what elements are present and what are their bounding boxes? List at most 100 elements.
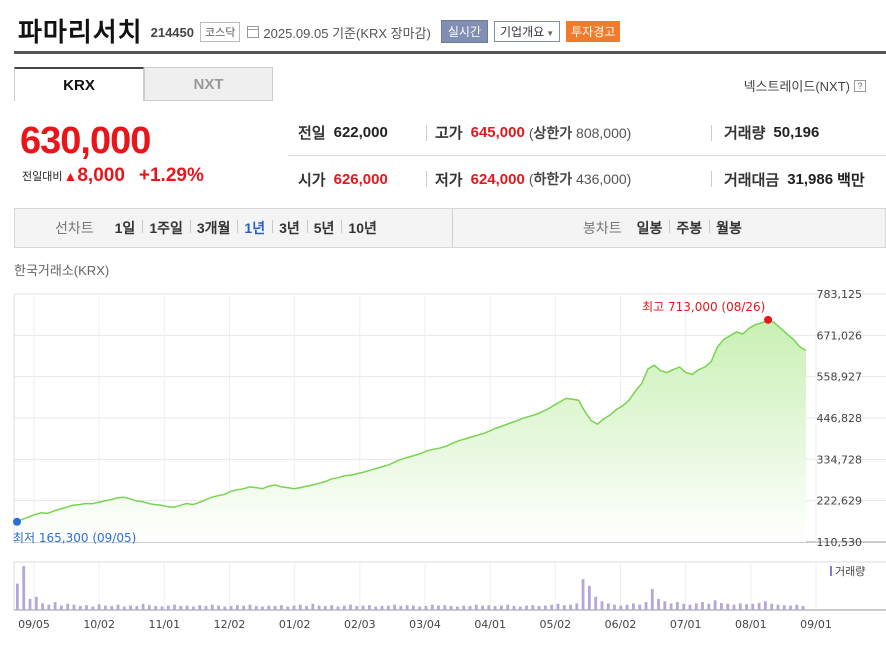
volume-bar — [374, 606, 378, 610]
volume-legend: 거래량 — [835, 565, 865, 578]
volume-bar — [204, 606, 208, 610]
period-1y[interactable]: 1년 — [237, 218, 272, 238]
volume-bar — [16, 583, 19, 610]
volume-bar — [594, 596, 598, 610]
day-low: 저가 624,000 (하한가 436,000) — [435, 170, 632, 189]
volume-bar — [569, 604, 572, 610]
volume-bar — [676, 602, 679, 610]
tab-nxt[interactable]: NXT — [144, 67, 273, 101]
x-tick-label: 09/05 — [18, 618, 50, 631]
realtime-button[interactable]: 실시간 — [440, 20, 489, 43]
volume-bar — [606, 603, 610, 610]
period-5y[interactable]: 5년 — [306, 218, 342, 238]
x-tick-label: 09/01 — [800, 618, 832, 631]
volume-bar — [311, 603, 315, 610]
volume-bar — [437, 605, 440, 610]
volume-bar — [160, 606, 164, 610]
chevron-down-icon: ▼ — [546, 29, 555, 38]
volume-bar — [85, 605, 88, 610]
volume-bar — [581, 579, 585, 610]
change-label: 전일대비 — [22, 171, 63, 183]
volume-bar — [657, 599, 660, 610]
volume-bar — [166, 605, 170, 610]
volume-bar — [122, 606, 126, 610]
volume-bar — [782, 605, 786, 610]
volume-bar — [500, 605, 503, 610]
x-tick-label: 08/01 — [735, 618, 767, 631]
volume-bar — [148, 605, 151, 610]
x-tick-label: 12/02 — [214, 618, 246, 631]
volume-bar — [644, 602, 648, 610]
stock-header: 파마리서치 214450 코스닥 2025.09.05 기준(KRX 장마감) … — [18, 14, 621, 47]
volume-bar — [512, 606, 516, 610]
line-chart-periods: 선차트 1일 1주일 3개월 1년 3년 5년 10년 — [55, 218, 384, 238]
change-value: 8,000 — [77, 165, 125, 186]
x-tick-label: 05/02 — [539, 618, 571, 631]
volume-bar — [625, 604, 629, 610]
volume-bar — [518, 606, 522, 610]
company-overview-dropdown[interactable]: 기업개요 ▼ — [494, 21, 561, 42]
volume-bar — [298, 604, 302, 610]
volume-bar — [720, 603, 723, 610]
header-divider — [14, 51, 886, 54]
volume-bar — [324, 606, 327, 610]
volume-bar — [173, 604, 176, 610]
volume-bar — [217, 605, 220, 610]
volume-bar — [707, 603, 711, 610]
volume-bar — [537, 606, 541, 610]
volume-bar — [179, 606, 183, 610]
investment-warning-badge[interactable]: 투자경고 — [566, 21, 621, 42]
volume-bar — [474, 604, 478, 610]
period-1w[interactable]: 1주일 — [142, 218, 190, 238]
y-tick-label: 783,125 — [817, 288, 863, 301]
low-annotation: 최저 165,300 (09/05) — [13, 531, 136, 545]
price-chart[interactable]: 783,125 671,026 558,927 446,828 334,728 222,6… — [0, 280, 886, 640]
volume-bar — [185, 605, 189, 610]
volume-bar — [462, 605, 466, 610]
help-icon[interactable]: ? — [854, 79, 866, 92]
volume-bar — [349, 604, 352, 610]
volume-bar — [726, 603, 730, 610]
period-3m[interactable]: 3개월 — [189, 218, 238, 238]
period-weekly[interactable]: 주봉 — [669, 218, 709, 238]
high-marker — [764, 315, 773, 324]
calendar-icon — [247, 26, 260, 38]
volume-bar — [600, 601, 604, 610]
volume-bar — [738, 603, 742, 610]
low-marker — [13, 517, 21, 526]
period-3y[interactable]: 3년 — [272, 218, 307, 238]
volume-bar — [456, 606, 459, 610]
volume-bar — [801, 606, 805, 610]
volume-bar — [393, 604, 396, 610]
volume-bar — [34, 596, 38, 610]
stock-name: 파마리서치 — [18, 16, 143, 47]
volume-bar — [449, 606, 453, 610]
volume-bar — [688, 604, 692, 610]
volume-bar — [28, 599, 32, 610]
period-monthly[interactable]: 월봉 — [709, 218, 749, 238]
volume: 거래량 50,196 — [724, 124, 820, 142]
volume-legend-mark — [830, 566, 832, 576]
volume-bar — [110, 606, 114, 610]
volume-bar — [525, 605, 528, 610]
exchange-label: 한국거래소(KRX) — [14, 263, 110, 278]
volume-bar — [154, 606, 158, 610]
period-10y[interactable]: 10년 — [341, 218, 383, 238]
period-1d[interactable]: 1일 — [114, 220, 136, 236]
volume-bar — [267, 605, 271, 610]
candle-chart-periods: 봉차트 일봉 주봉 월봉 — [583, 218, 749, 238]
volume-bar — [355, 606, 359, 610]
volume-bar — [53, 602, 57, 610]
volume-bar — [399, 606, 403, 610]
volume-bar — [544, 605, 547, 610]
volume-bar — [405, 605, 409, 610]
volume-bar — [229, 606, 233, 610]
volume-bar — [97, 604, 101, 610]
volume-bar — [550, 604, 554, 610]
volume-bar — [47, 604, 51, 610]
period-daily[interactable]: 일봉 — [636, 220, 663, 236]
nextrade-link[interactable]: 넥스트레이드(NXT)? — [744, 76, 866, 95]
volume-bar — [776, 604, 780, 610]
volume-bar — [619, 605, 623, 610]
tab-krx[interactable]: KRX — [14, 67, 144, 101]
